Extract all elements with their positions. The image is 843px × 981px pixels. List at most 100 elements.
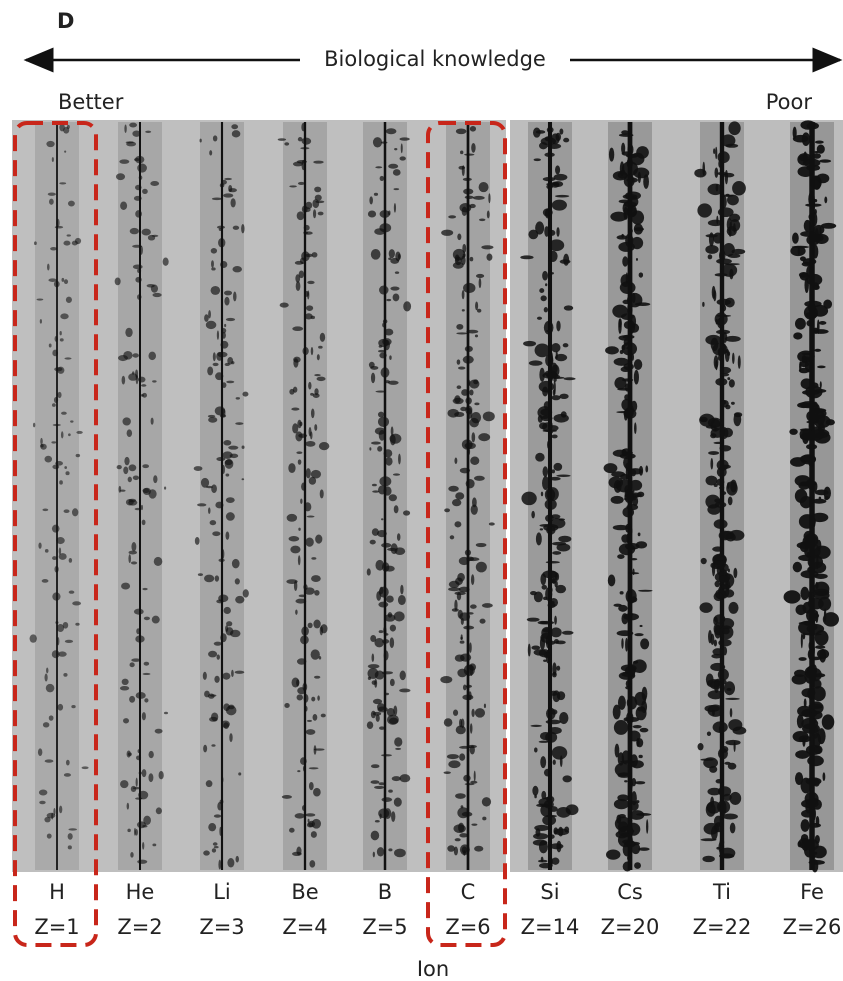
track-spot: [57, 391, 62, 399]
track-spot: [135, 276, 142, 283]
track-spot: [563, 377, 576, 381]
track-spot: [307, 280, 315, 285]
track-spot: [305, 253, 313, 258]
track-spot: [551, 199, 567, 211]
track-spot: [806, 443, 818, 450]
track-spot: [374, 678, 378, 688]
track-spot: [302, 682, 308, 692]
track-spot: [533, 649, 547, 656]
track-spot: [809, 656, 823, 661]
track-spot: [543, 768, 552, 777]
track-spot: [114, 277, 121, 286]
track-spot: [534, 794, 537, 799]
track-spot: [203, 744, 208, 753]
track-spot: [452, 709, 459, 716]
track-spot: [385, 128, 397, 135]
track-spot: [314, 374, 321, 377]
track-spot: [311, 575, 321, 582]
track-spot: [555, 584, 567, 594]
track-spot: [707, 183, 724, 196]
track-spot: [801, 717, 819, 730]
track-spot: [641, 700, 648, 714]
track-spot: [378, 601, 389, 608]
track-spot: [224, 296, 230, 306]
track-spot: [539, 528, 544, 531]
track-spot: [59, 331, 62, 336]
track-spot: [561, 630, 574, 635]
track-spot: [710, 337, 719, 351]
track-spot: [134, 507, 142, 511]
track-spot: [208, 650, 218, 658]
track-spot: [375, 714, 380, 722]
track-spot: [472, 195, 485, 200]
track-spot: [459, 833, 468, 838]
ion-name: Si: [540, 880, 559, 904]
track-spot: [388, 249, 395, 259]
track-spot: [378, 586, 389, 598]
track-spot: [369, 447, 372, 451]
track-spot: [724, 297, 735, 308]
track-spot: [57, 366, 65, 374]
track-spot: [475, 542, 487, 548]
track-spot: [314, 589, 320, 596]
track-spot: [38, 789, 48, 796]
track-spot: [610, 211, 628, 222]
track-spot: [115, 173, 126, 181]
track-spot: [221, 327, 227, 334]
track-spot: [559, 393, 569, 400]
track-spot: [301, 122, 306, 132]
track-spot: [709, 765, 718, 773]
track-spot: [611, 471, 626, 478]
track-spot: [464, 345, 473, 352]
track-spot: [289, 827, 295, 833]
track-spot: [479, 218, 486, 222]
track-spot: [308, 767, 319, 770]
track-spot: [457, 572, 465, 582]
track-spot: [313, 160, 324, 164]
track-spot: [714, 167, 719, 178]
track-spot: [710, 458, 714, 470]
track-spot: [559, 259, 571, 264]
track-spot: [628, 801, 639, 811]
ion-name: Fe: [800, 880, 824, 904]
track-spot: [375, 390, 387, 393]
track-spot: [162, 257, 169, 266]
track-spot: [319, 332, 326, 342]
track-spot: [620, 313, 634, 320]
track-spot: [199, 138, 202, 143]
track-spot: [821, 714, 835, 730]
track-spot: [463, 625, 475, 630]
track-spot: [727, 194, 739, 206]
track-spot: [129, 227, 139, 235]
track-spot: [728, 379, 735, 388]
track-spot: [143, 661, 150, 666]
track-spot: [225, 317, 236, 322]
track-spot: [459, 844, 470, 856]
track-spot: [471, 823, 478, 826]
track-spot: [138, 771, 142, 775]
track-spot: [629, 260, 632, 263]
track-spot: [552, 759, 556, 765]
track-spot: [808, 641, 812, 650]
track-spot: [300, 147, 310, 150]
track-spot: [314, 186, 322, 193]
track-spot: [147, 234, 156, 241]
track-spot: [67, 845, 72, 850]
track-spot: [234, 578, 240, 585]
track-spot: [707, 690, 724, 700]
track-spot: [382, 338, 392, 346]
track-spot: [395, 747, 402, 750]
track-spot: [303, 502, 312, 512]
track-spot: [311, 557, 317, 560]
track-spot: [40, 443, 47, 450]
track-spot: [550, 352, 554, 365]
track-spot: [389, 637, 395, 649]
track-spot: [120, 201, 128, 210]
track-spot: [219, 183, 225, 188]
track-spot: [209, 694, 217, 697]
track-spot: [443, 718, 453, 727]
track-spot: [389, 433, 402, 444]
track-spot: [454, 457, 458, 464]
arrow-label: Biological knowledge: [324, 47, 546, 71]
track-spot: [42, 508, 49, 512]
